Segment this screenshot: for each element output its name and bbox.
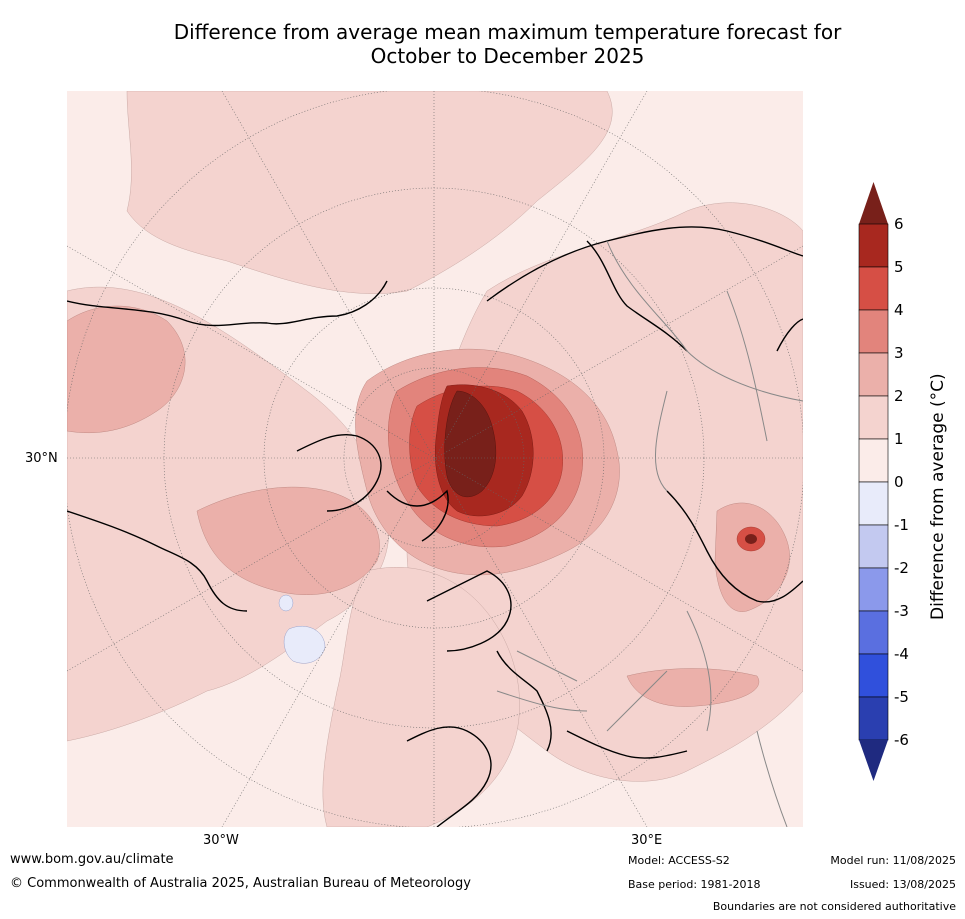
title-line-1: Difference from average mean maximum tem…	[173, 20, 842, 44]
map-canvas	[67, 91, 803, 827]
anomaly-2-3-alaska	[67, 305, 186, 434]
anomaly-above-6-china-hotspot	[745, 534, 757, 544]
colorbar-tick-3: 3	[894, 344, 904, 362]
anomaly-1-2-atlantic	[322, 567, 520, 827]
country-borders	[496, 240, 803, 827]
colorbar-segment-minus5-minus4	[858, 653, 889, 698]
colorbar-segment-3-4	[858, 309, 889, 354]
colorbar-tick-0: 0	[894, 473, 904, 491]
colorbar-segment-minus2-minus1	[858, 524, 889, 569]
colorbar-tick-2: 2	[894, 387, 904, 405]
latitude-label-30n: 30°N	[25, 451, 58, 466]
anomaly-2-3-canada	[196, 486, 380, 595]
disclaimer-text: Boundaries are not considered authoritat…	[712, 900, 956, 913]
colorbar-segment-minus3-minus2	[858, 567, 889, 612]
colorbar-segment-2-3	[858, 352, 889, 397]
website-link[interactable]: www.bom.gov.au/climate	[10, 852, 174, 867]
colorbar-segment-minus1-0	[858, 481, 889, 526]
map-title: Difference from average mean maximum tem…	[0, 20, 965, 68]
base-period-text: Base period: 1981-2018	[628, 878, 761, 891]
title-line-2: October to December 2025	[370, 44, 645, 68]
colorbar-tick-6: 6	[894, 215, 904, 233]
colorbar-segment-minus6-minus5	[858, 696, 889, 741]
colorbar-top-arrow	[859, 182, 888, 224]
anomaly-minus1-0-small	[278, 594, 294, 612]
colorbar-tick-minus2: -2	[894, 559, 909, 577]
colorbar-tick-minus4: -4	[894, 645, 909, 663]
colorbar-segments	[858, 223, 889, 741]
model-run-text: Model run: 11/08/2025	[830, 854, 956, 867]
longitude-label-30w: 30°W	[203, 833, 239, 848]
colorbar-segment-4-5	[858, 266, 889, 311]
anomaly-minus1-0-atlantic	[283, 625, 326, 664]
colorbar-segment-1-2	[858, 395, 889, 440]
colorbar-tick-4: 4	[894, 301, 904, 319]
longitude-label-30e: 30°E	[631, 833, 663, 848]
colorbar-segment-0-1	[858, 438, 889, 483]
colorbar-label: Difference from average (°C)	[928, 373, 948, 620]
copyright-text: © Commonwealth of Australia 2025, Austra…	[10, 876, 471, 891]
colorbar-tick-minus1: -1	[894, 516, 909, 534]
anomaly-1-2-arctic-pacific	[126, 91, 613, 294]
anomaly-2-3-china	[714, 502, 790, 612]
polar-map	[67, 91, 803, 827]
colorbar-tick-5: 5	[894, 258, 904, 276]
colorbar-tick-minus5: -5	[894, 688, 909, 706]
colorbar-segment-minus4-minus3	[858, 610, 889, 655]
colorbar	[858, 182, 889, 781]
issued-text: Issued: 13/08/2025	[849, 878, 956, 891]
colorbar-tick-1: 1	[894, 430, 904, 448]
model-text: Model: ACCESS-S2	[628, 854, 730, 867]
graticule	[67, 91, 803, 827]
anomaly-above-6-arctic	[444, 390, 497, 498]
colorbar-bottom-arrow	[859, 740, 888, 781]
colorbar-tick-minus6: -6	[894, 731, 909, 749]
coastlines	[67, 226, 803, 827]
colorbar-tick-minus3: -3	[894, 602, 909, 620]
colorbar-segment-5-6	[858, 223, 889, 268]
